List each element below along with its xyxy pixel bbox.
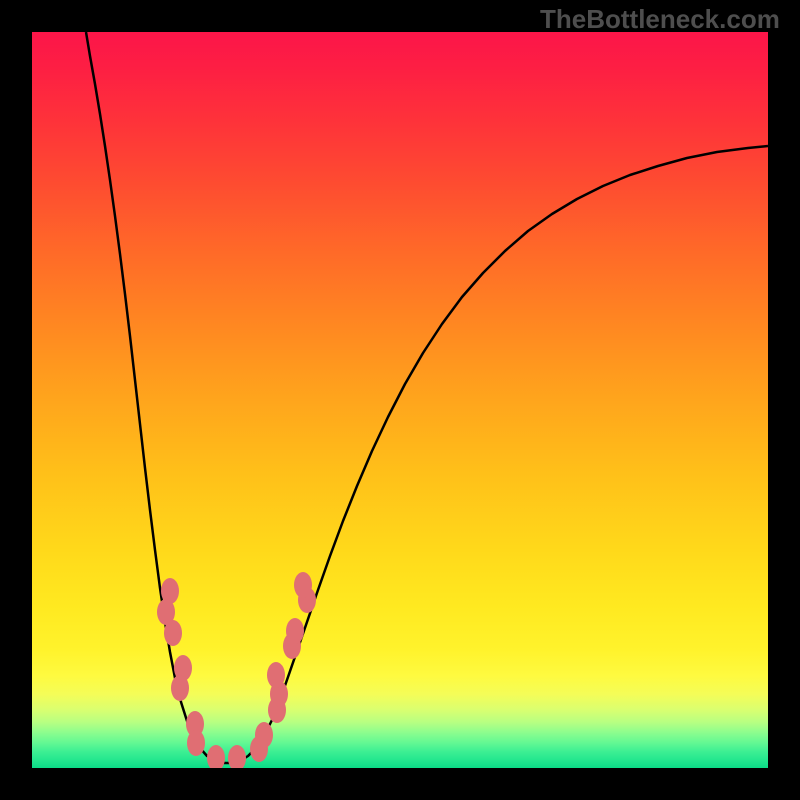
data-marker xyxy=(228,745,246,768)
bottleneck-curve xyxy=(86,32,768,763)
data-marker xyxy=(171,675,189,701)
marker-group xyxy=(157,572,316,768)
data-marker xyxy=(187,730,205,756)
data-marker xyxy=(207,745,225,768)
data-marker xyxy=(286,618,304,644)
plot-area xyxy=(32,32,768,768)
data-marker xyxy=(164,620,182,646)
chart-svg xyxy=(32,32,768,768)
data-marker xyxy=(267,662,285,688)
data-marker xyxy=(255,722,273,748)
data-marker xyxy=(294,572,312,598)
watermark-text: TheBottleneck.com xyxy=(540,4,780,35)
